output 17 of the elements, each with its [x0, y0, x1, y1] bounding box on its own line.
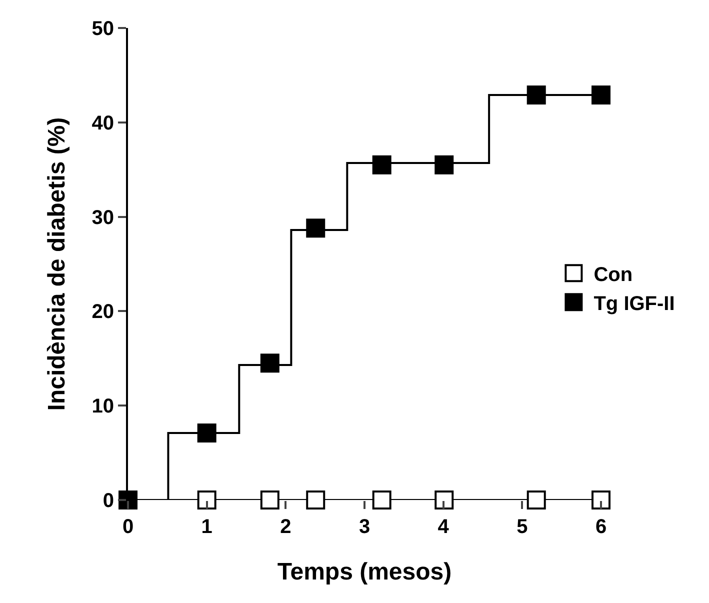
- y-tick-label: 0: [102, 490, 114, 512]
- y-tick-label: 20: [92, 301, 114, 324]
- x-tick-label: 2: [280, 516, 292, 538]
- x-tick-label: 5: [516, 516, 528, 538]
- x-tick-label: 4: [438, 516, 450, 538]
- y-axis-title: Incidència de diabetis (%): [43, 117, 70, 411]
- x-tick-label: 1: [201, 516, 212, 538]
- x-tick-label: 0: [122, 516, 134, 538]
- legend-label: Tg IGF-II: [594, 292, 675, 315]
- y-tick-label: 30: [92, 206, 114, 229]
- y-tick-label: 40: [92, 112, 114, 134]
- y-tick-label: 10: [92, 396, 114, 418]
- x-tick-label: 6: [595, 516, 607, 538]
- x-tick-label: 3: [358, 516, 370, 538]
- legend-label: Con: [594, 264, 633, 286]
- y-tick-label: 50: [92, 18, 114, 40]
- x-axis-title: Temps (mesos): [277, 558, 452, 586]
